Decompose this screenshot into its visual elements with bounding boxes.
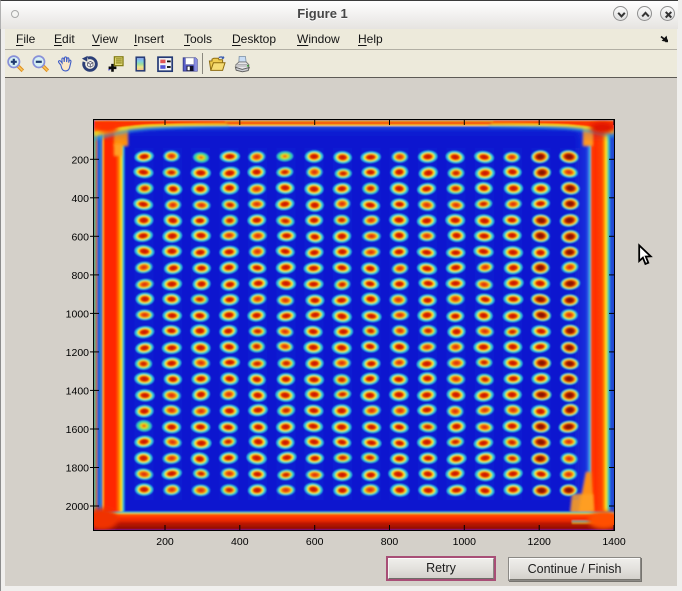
svg-text:1000: 1000 xyxy=(453,536,477,548)
svg-text:1400: 1400 xyxy=(66,385,90,397)
svg-text:600: 600 xyxy=(306,536,324,548)
svg-text:1400: 1400 xyxy=(602,536,626,548)
svg-text:2000: 2000 xyxy=(66,501,90,513)
svg-text:1200: 1200 xyxy=(66,347,90,359)
svg-text:800: 800 xyxy=(381,536,399,548)
svg-text:800: 800 xyxy=(71,270,89,282)
svg-text:1600: 1600 xyxy=(66,424,90,436)
svg-text:400: 400 xyxy=(231,536,249,548)
svg-text:200: 200 xyxy=(71,154,89,166)
svg-text:1800: 1800 xyxy=(66,463,90,475)
svg-text:400: 400 xyxy=(71,193,89,205)
svg-text:200: 200 xyxy=(156,536,174,548)
svg-text:1000: 1000 xyxy=(66,308,90,320)
svg-text:600: 600 xyxy=(71,231,89,243)
svg-text:1200: 1200 xyxy=(528,536,552,548)
